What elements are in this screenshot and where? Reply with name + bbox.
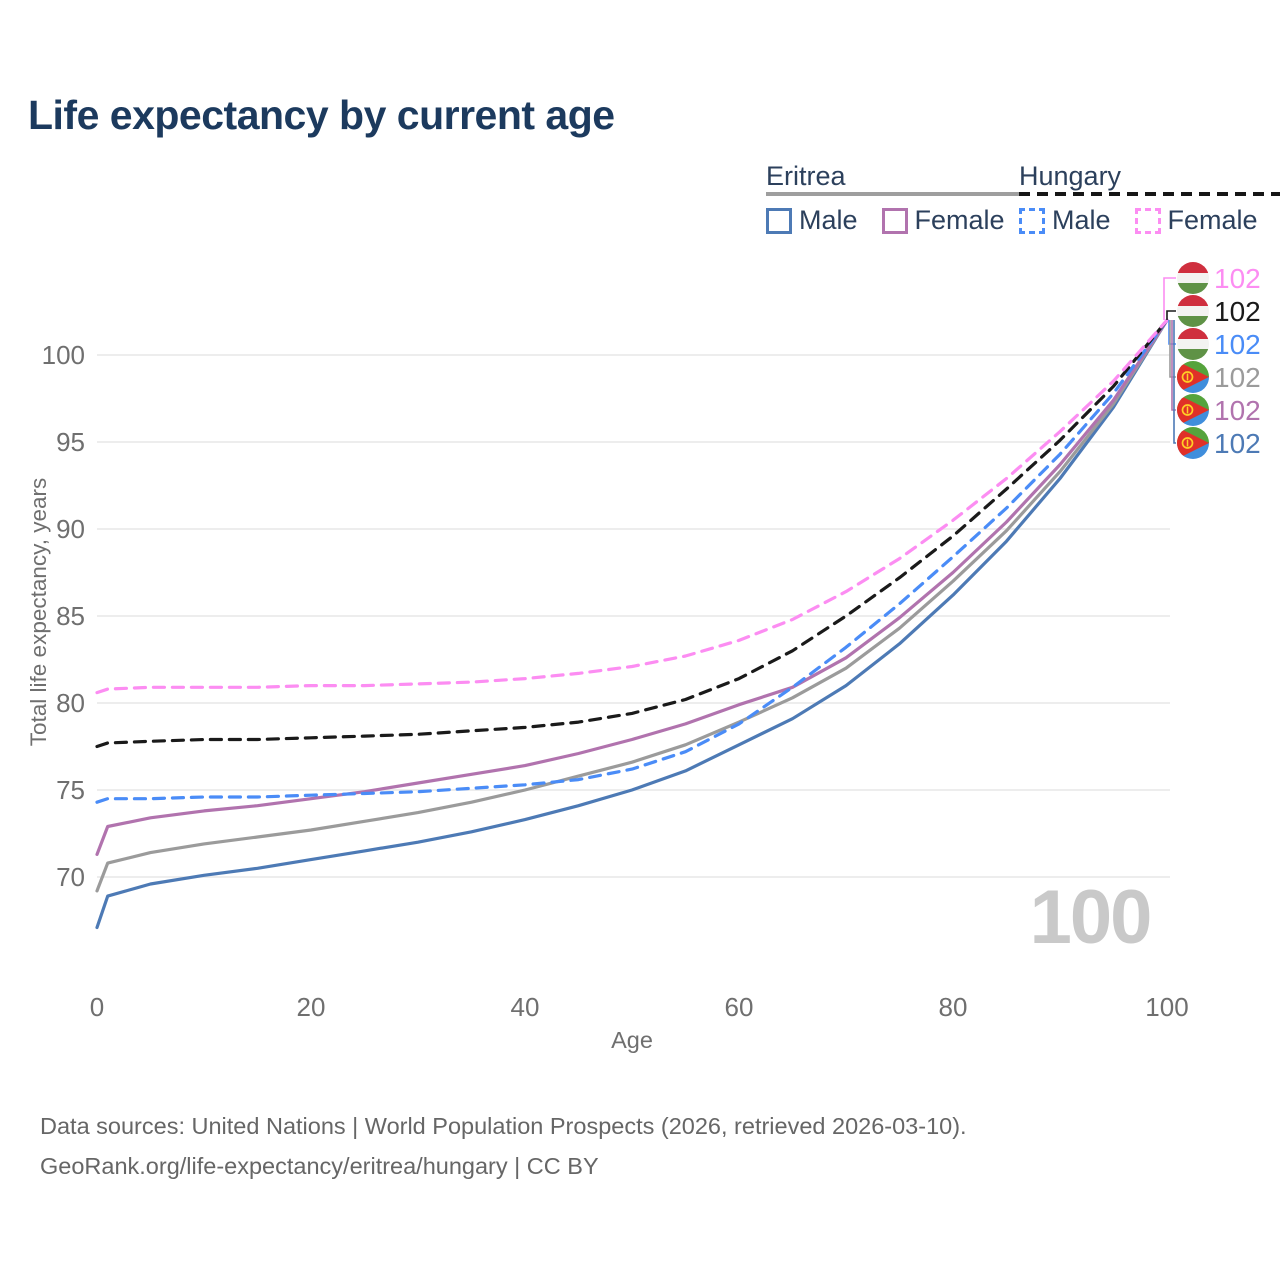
hungary-female-swatch-icon xyxy=(1134,207,1161,234)
legend-label: Male xyxy=(1052,205,1111,235)
page-title: Life expectancy by current age xyxy=(28,92,615,138)
legend-item-hungary-female[interactable]: Female xyxy=(1134,205,1258,236)
end-value-label: 102 xyxy=(1214,263,1261,294)
y-tick-label: 90 xyxy=(56,514,85,544)
legend-country-eritrea[interactable]: Eritrea xyxy=(766,161,846,191)
end-value-label: 102 xyxy=(1214,428,1261,459)
end-value-label: 102 xyxy=(1214,329,1261,360)
legend-country-hungary[interactable]: Hungary xyxy=(1019,161,1122,191)
legend-item-eritrea-male[interactable]: Male xyxy=(766,205,858,236)
legend-label: Female xyxy=(1167,205,1258,235)
x-axis-title: Age xyxy=(611,1027,653,1053)
series-lines xyxy=(95,318,1169,930)
attribution-line: GeoRank.org/life-expectancy/eritrea/hung… xyxy=(40,1153,599,1179)
y-tick-label: 95 xyxy=(56,427,85,457)
series-line-hungary-female[interactable] xyxy=(95,318,1169,695)
eritrea-flag-icon xyxy=(1177,361,1209,393)
x-tick-label: 40 xyxy=(511,992,540,1022)
eritrea-male-swatch-icon xyxy=(766,207,792,234)
series-line-eritrea-male[interactable] xyxy=(95,318,1169,930)
legend: Eritrea Male Female Hungary Male xyxy=(0,161,1280,251)
series-line-hungary-both[interactable] xyxy=(95,318,1169,749)
axis-ticks: 70 75 80 85 90 95 100 0 20 40 60 80 100 xyxy=(42,340,1189,1022)
y-tick-label: 75 xyxy=(56,775,85,805)
legend-line-sample-solid xyxy=(766,192,1029,196)
label-connector xyxy=(1169,320,1176,378)
legend-label: Female xyxy=(914,205,1005,235)
hungary-male-swatch-icon xyxy=(1019,207,1045,234)
eritrea-flag-icon xyxy=(1177,394,1209,426)
y-tick-label: 80 xyxy=(56,688,85,718)
x-tick-label: 0 xyxy=(90,992,104,1022)
legend-label: Male xyxy=(799,205,858,235)
legend-item-eritrea-female[interactable]: Female xyxy=(881,205,1005,236)
legend-line-sample-dashed xyxy=(1019,192,1280,196)
age-watermark: 100 xyxy=(1029,875,1153,960)
end-value-label: 102 xyxy=(1214,296,1261,327)
x-tick-label: 100 xyxy=(1145,992,1188,1022)
data-sources-line: Data sources: United Nations | World Pop… xyxy=(40,1113,967,1139)
series-line-hungary-male[interactable] xyxy=(95,318,1169,804)
label-connector xyxy=(1173,320,1176,444)
legend-group-eritrea: Eritrea Male Female xyxy=(766,161,1029,236)
series-line-eritrea-female[interactable] xyxy=(95,318,1169,857)
end-value-label: 102 xyxy=(1214,395,1261,426)
series-line-eritrea-both[interactable] xyxy=(95,318,1169,893)
hungary-flag-icon xyxy=(1177,328,1209,360)
hungary-flag-icon xyxy=(1177,262,1209,294)
legend-group-hungary: Hungary Male Female xyxy=(1019,161,1280,236)
x-tick-label: 60 xyxy=(725,992,754,1022)
y-tick-label: 70 xyxy=(56,862,85,892)
gridlines xyxy=(97,354,1170,878)
x-tick-label: 80 xyxy=(939,992,968,1022)
label-connector xyxy=(1163,277,1176,320)
end-value-label: 102 xyxy=(1214,362,1261,393)
eritrea-flag-icon xyxy=(1177,427,1209,459)
y-tick-label: 85 xyxy=(56,601,85,631)
eritrea-female-swatch-icon xyxy=(881,207,908,234)
y-tick-label: 100 xyxy=(42,340,85,370)
label-connector xyxy=(1166,310,1176,320)
footer: Data sources: United Nations | World Pop… xyxy=(40,1106,967,1186)
hungary-flag-icon xyxy=(1177,295,1209,327)
x-tick-label: 20 xyxy=(297,992,326,1022)
legend-item-hungary-male[interactable]: Male xyxy=(1019,205,1111,236)
y-axis-title: Total life expectancy, years xyxy=(26,478,51,746)
